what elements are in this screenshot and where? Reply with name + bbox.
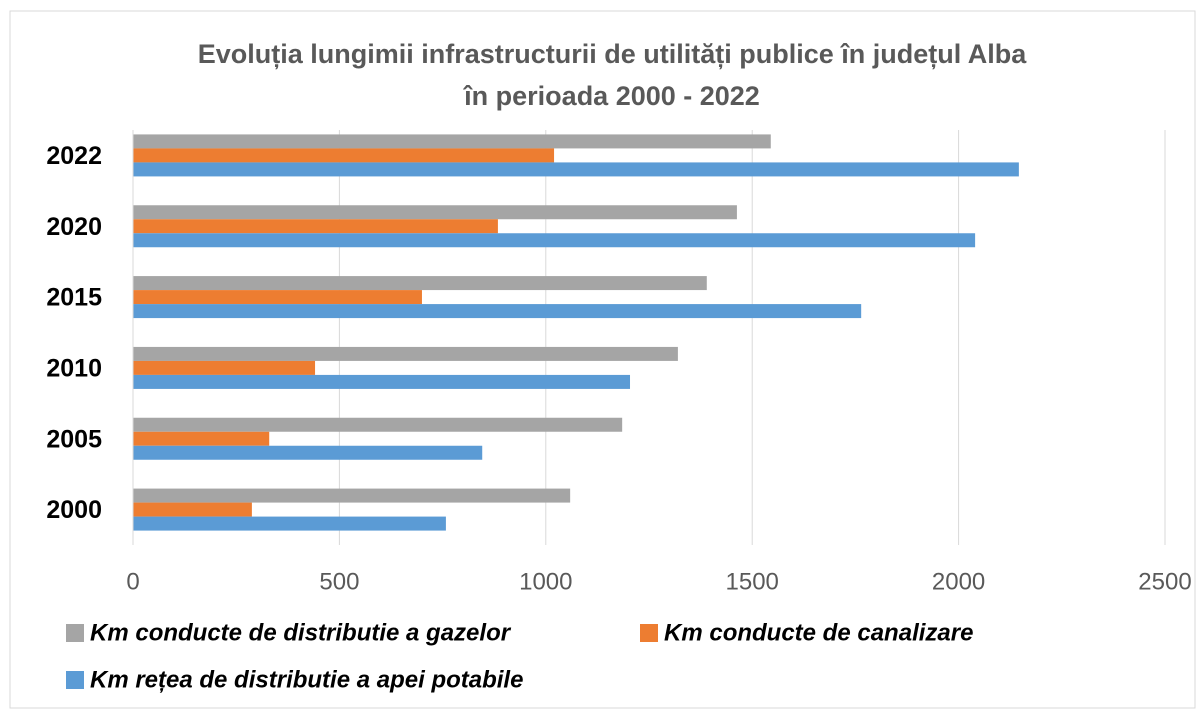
bar — [133, 516, 446, 531]
bar — [133, 360, 316, 375]
bar — [133, 304, 862, 319]
y-tick-label: 2005 — [46, 425, 102, 453]
x-tick-label: 500 — [319, 568, 359, 595]
x-tick-label: 2500 — [1138, 568, 1191, 595]
chart-title: Evoluția lungimii infrastructurii de uti… — [198, 39, 1028, 69]
y-tick-label: 2000 — [46, 496, 102, 524]
x-tick-label: 2000 — [932, 568, 985, 595]
bar — [133, 445, 483, 460]
bar — [133, 134, 771, 149]
bar — [133, 431, 270, 446]
legend-label: Km conducte de canalizare — [664, 619, 973, 646]
legend-label: Km conducte de distributie a gazelor — [90, 619, 512, 646]
legend-label: Km rețea de distributie a apei potabile — [90, 666, 523, 693]
bar — [133, 346, 678, 361]
y-tick-label: 2015 — [46, 284, 102, 312]
chart-title: în perioada 2000 - 2022 — [462, 81, 760, 111]
bar — [133, 162, 1019, 177]
legend-swatch — [640, 624, 658, 642]
bar — [133, 205, 737, 220]
bar — [133, 488, 571, 503]
x-tick-label: 1500 — [726, 568, 779, 595]
x-tick-label: 0 — [126, 568, 139, 595]
y-tick-label: 2022 — [46, 142, 102, 170]
x-tick-label: 1000 — [519, 568, 572, 595]
legend-swatch — [66, 624, 84, 642]
bar — [133, 148, 555, 163]
bar — [133, 290, 422, 305]
bar — [133, 233, 976, 248]
y-tick-label: 2020 — [46, 213, 102, 241]
bar — [133, 276, 707, 291]
legend-swatch — [66, 671, 84, 689]
bar — [133, 219, 498, 234]
bar — [133, 374, 631, 389]
bar — [133, 417, 623, 432]
bar — [133, 502, 252, 517]
y-tick-label: 2010 — [46, 355, 102, 383]
